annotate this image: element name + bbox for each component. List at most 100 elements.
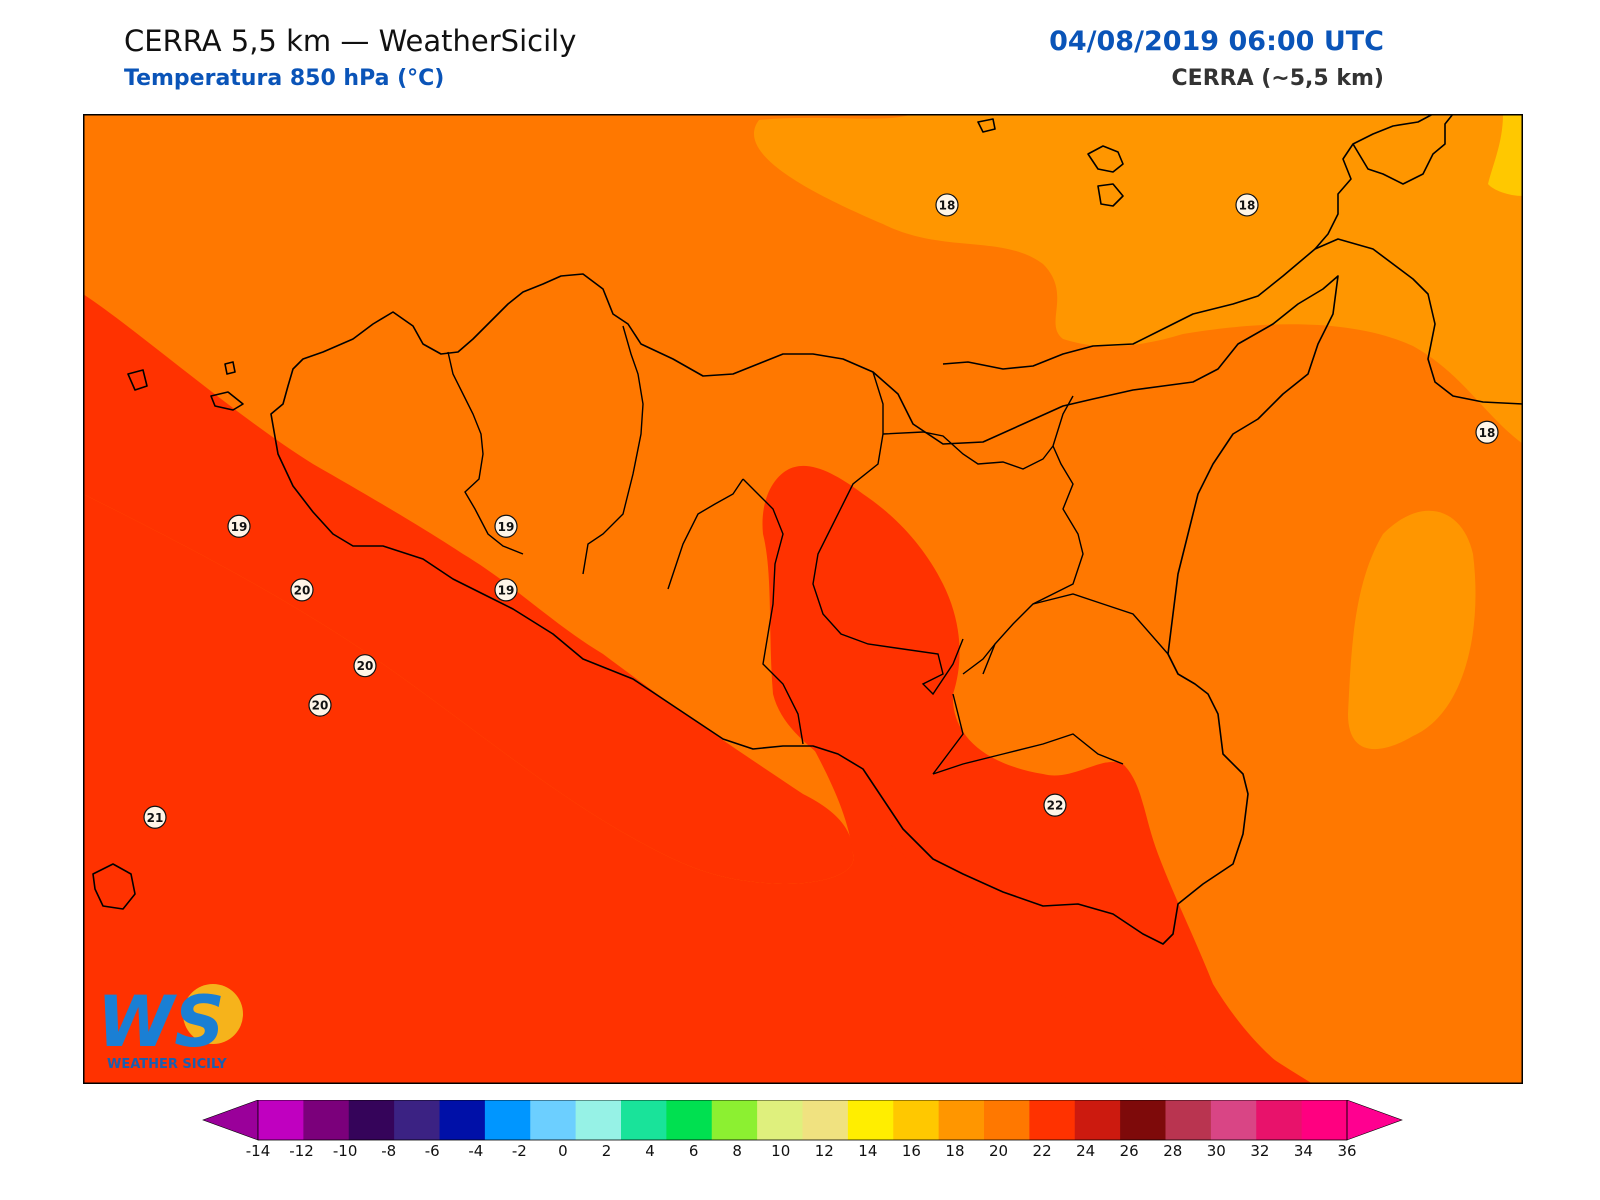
colorbar-cell — [575, 1100, 622, 1140]
colorbar-cell — [1210, 1100, 1257, 1140]
temperature-label: 19 — [227, 514, 251, 538]
colorbar: -14 -12 -10 -8 -6 -4 -2 0 2 4 6 8 10 12 14 16 18 20 22 24 26… — [202, 1100, 1403, 1160]
colorbar-cell — [711, 1100, 758, 1140]
temperature-labels: 18 18 18 19 19 19 20 20 20 21 22 — [143, 193, 1499, 829]
colorbar-cell — [1074, 1100, 1121, 1140]
colorbar-tick-label: -6 — [425, 1142, 440, 1160]
eolie-vulcano — [1087, 145, 1124, 173]
colorbar-tick-label: -8 — [381, 1142, 396, 1160]
map-frame — [83, 114, 1523, 1084]
colorbar-tick-label: -4 — [468, 1142, 483, 1160]
svg-text:18: 18 — [939, 198, 956, 212]
calabria-coastline — [942, 238, 1523, 405]
temperature-label: 18 — [1235, 193, 1259, 217]
colorbar-tick-label: 2 — [602, 1142, 612, 1160]
eolie-salina — [977, 118, 996, 133]
pantelleria — [92, 863, 136, 910]
colorbar-tick-label: -2 — [512, 1142, 527, 1160]
colorbar-tick-label: 36 — [1337, 1142, 1356, 1160]
colorbar-cell — [348, 1100, 395, 1140]
colorbar-cell — [893, 1100, 940, 1140]
logo-sun-icon — [183, 984, 243, 1044]
colorbar-cell — [303, 1100, 350, 1140]
svg-text:20: 20 — [357, 659, 374, 673]
colorbar-tick-label: 34 — [1294, 1142, 1313, 1160]
colorbar-tick-label: 24 — [1076, 1142, 1095, 1160]
temperature-label: 19 — [494, 578, 518, 602]
colorbar-cell — [984, 1100, 1030, 1140]
temperature-label: 18 — [935, 193, 959, 217]
colorbar-cell — [757, 1100, 803, 1140]
colorbar-cell — [1120, 1100, 1166, 1140]
logo-mark: WS — [97, 981, 225, 1063]
colorbar-tick-label: 10 — [771, 1142, 790, 1160]
temperature-label: 21 — [143, 805, 167, 829]
colorbar-cell — [938, 1100, 985, 1140]
map-subtitle: Temperatura 850 hPa (°C) — [124, 66, 445, 91]
svg-text:19: 19 — [498, 520, 515, 534]
colorbar-tick-label: 8 — [732, 1142, 742, 1160]
colorbar-tick-label: 20 — [989, 1142, 1008, 1160]
colorbar-cell — [847, 1100, 894, 1140]
field-20-22-central — [762, 465, 1313, 1084]
svg-text:18: 18 — [1239, 198, 1256, 212]
colorbar-cell — [1029, 1100, 1076, 1140]
temperature-label: 22 — [1043, 793, 1067, 817]
colorbar-tick-label: -12 — [289, 1142, 314, 1160]
colorbar-cell — [394, 1100, 440, 1140]
calabria-tyrrhenian-coast — [1352, 114, 1454, 185]
svg-text:20: 20 — [312, 699, 329, 713]
colorbar-cell — [666, 1100, 713, 1140]
temperature-label: 20 — [353, 654, 377, 678]
colorbar-tick-label: 4 — [645, 1142, 655, 1160]
temperature-label: 20 — [290, 578, 314, 602]
colorbar-tick-label: -14 — [246, 1142, 271, 1160]
colorbar-cell — [530, 1100, 577, 1140]
colorbar-tick-label: 30 — [1207, 1142, 1226, 1160]
colorbar-under-arrow — [202, 1100, 259, 1141]
svg-text:19: 19 — [231, 520, 248, 534]
temperature-label: 20 — [308, 693, 332, 717]
colorbar-cell — [802, 1100, 849, 1140]
colorbar-tick-label: 28 — [1163, 1142, 1182, 1160]
colorbar-cell — [258, 1100, 304, 1140]
coastlines — [92, 114, 1523, 945]
colorbar-tick-label: 18 — [945, 1142, 964, 1160]
temperature-label: 18 — [1475, 420, 1499, 444]
colorbar-tick-label: 0 — [558, 1142, 568, 1160]
colorbar-tick-label: 14 — [858, 1142, 877, 1160]
colorbar-tick-label: 26 — [1120, 1142, 1139, 1160]
weathersicily-logo: WS WEATHER SICILY — [97, 981, 243, 1072]
temperature-label: 19 — [494, 514, 518, 538]
eolie-lipari — [1097, 183, 1124, 207]
colorbar-ticks: -14 -12 -10 -8 -6 -4 -2 0 2 4 6 8 10 12 14 16 18 20 22 24 26… — [246, 1142, 1357, 1160]
model-name: CERRA (~5,5 km) — [1171, 66, 1384, 91]
colorbar-tick-label: 22 — [1033, 1142, 1052, 1160]
svg-text:20: 20 — [294, 583, 311, 597]
egadi-favignana — [210, 391, 244, 411]
colorbar-tick-label: 16 — [902, 1142, 921, 1160]
colorbar-tick-label: 32 — [1250, 1142, 1269, 1160]
colorbar-cell — [439, 1100, 486, 1140]
colorbar-over-arrow — [1346, 1100, 1403, 1141]
calabria-west-coast — [1314, 114, 1434, 250]
colorbar-tick-label: 6 — [689, 1142, 699, 1160]
colorbar-cell — [621, 1100, 667, 1140]
sicily-coastline — [270, 273, 1339, 945]
logo-subtext: WEATHER SICILY — [107, 1057, 227, 1072]
field-16-18-ionian — [1348, 510, 1476, 750]
map-title: CERRA 5,5 km — WeatherSicily — [124, 24, 577, 58]
colorbar-tick-label: -10 — [333, 1142, 358, 1160]
temperature-map: 18 18 18 19 19 19 20 20 20 21 22 WS WEATHER SICILY — [83, 114, 1523, 1084]
svg-text:19: 19 — [498, 583, 515, 597]
province-borders — [447, 325, 1179, 775]
svg-text:22: 22 — [1047, 799, 1064, 813]
colorbar-cell — [484, 1100, 531, 1140]
colorbar-cell — [1301, 1100, 1348, 1140]
colorbar-cell — [1256, 1100, 1303, 1140]
colorbar-tick-label: 12 — [815, 1142, 834, 1160]
field-14-16 — [1488, 114, 1523, 196]
valid-datetime: 04/08/2019 06:00 UTC — [1049, 26, 1384, 57]
ustica — [127, 369, 148, 391]
colorbar-cell — [1165, 1100, 1212, 1140]
